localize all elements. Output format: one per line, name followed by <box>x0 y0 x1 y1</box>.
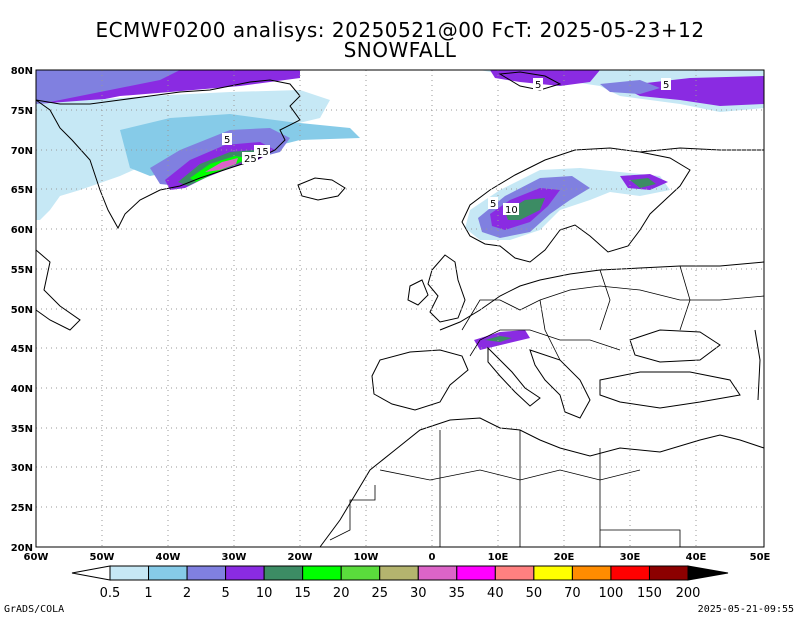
lon-label: 30W <box>222 552 247 563</box>
colorbar-swatch <box>187 566 226 580</box>
lat-label: 30N <box>11 463 33 474</box>
lon-label: 30E <box>620 552 641 563</box>
colorbar-swatch <box>226 566 265 580</box>
contour-label: 5 <box>535 80 541 91</box>
lon-label: 10E <box>488 552 509 563</box>
colorbar-swatch <box>611 566 650 580</box>
colorbar-level-label: 0.5 <box>100 586 121 601</box>
lon-label: 20W <box>288 552 313 563</box>
colorbar-level-label: 25 <box>371 586 388 601</box>
contour-label: 5 <box>663 80 669 91</box>
lat-label: 35N <box>11 424 33 435</box>
colorbar-swatch <box>457 566 496 580</box>
colorbar-swatch <box>341 566 380 580</box>
colorbar-swatch <box>264 566 303 580</box>
colorbar-swatch <box>149 566 188 580</box>
lat-label: 50N <box>11 305 33 316</box>
lat-label: 25N <box>11 503 33 514</box>
lat-label: 45N <box>11 344 33 355</box>
contour-label: 10 <box>505 205 518 216</box>
colorbar-high-arrow <box>688 566 728 580</box>
colorbar-swatch <box>649 566 688 580</box>
colorbar-level-label: 50 <box>526 586 543 601</box>
lon-label: 50E <box>750 552 771 563</box>
colorbar-level-label: 2 <box>183 586 191 601</box>
colorbar-level-label: 1 <box>144 586 152 601</box>
contour-label: 5 <box>490 199 496 210</box>
lat-label: 80N <box>11 66 33 77</box>
colorbar-level-label: 10 <box>256 586 273 601</box>
colorbar-level-label: 70 <box>564 586 581 601</box>
colorbar-swatch <box>534 566 573 580</box>
lon-label: 40E <box>686 552 707 563</box>
lon-label: 20E <box>554 552 575 563</box>
lon-label: 10W <box>354 552 379 563</box>
colorbar-swatch <box>418 566 457 580</box>
contour-label: 5 <box>224 135 230 146</box>
footer-timestamp: 2025-05-21-09:55 <box>698 604 794 615</box>
colorbar-swatch <box>495 566 534 580</box>
lat-labels: 80N 75N 70N 65N 60N 55N 50N 45N 40N 35N … <box>11 66 33 554</box>
colorbar: 0.5 1 2 5 10 15 20 25 30 35 40 50 70 100 150 200 <box>72 566 728 601</box>
lat-label: 40N <box>11 384 33 395</box>
colorbar-level-label: 40 <box>487 586 504 601</box>
lon-label: 50W <box>90 552 115 563</box>
colorbar-level-label: 15 <box>294 586 311 601</box>
colorbar-level-label: 100 <box>599 586 624 601</box>
lon-labels: 60W 50W 40W 30W 20W 10W 0 10E 20E 30E 40… <box>24 552 771 563</box>
colorbar-level-label: 30 <box>410 586 427 601</box>
lat-label: 75N <box>11 106 33 117</box>
lat-label: 60N <box>11 225 33 236</box>
colorbar-level-label: 5 <box>221 586 229 601</box>
colorbar-level-label: 200 <box>676 586 701 601</box>
colorbar-level-label: 150 <box>637 586 662 601</box>
lon-label: 60W <box>24 552 49 563</box>
colorbar-level-label: 35 <box>449 586 466 601</box>
lon-label: 40W <box>156 552 181 563</box>
colorbar-level-label: 20 <box>333 586 350 601</box>
colorbar-swatch <box>572 566 611 580</box>
contour-label: 25 <box>244 154 257 165</box>
lat-label: 55N <box>11 265 33 276</box>
colorbar-swatch <box>303 566 342 580</box>
lat-label: 70N <box>11 146 33 157</box>
footer-software: GrADS/COLA <box>4 604 64 615</box>
lon-label: 0 <box>429 552 436 563</box>
colorbar-swatch <box>110 566 149 580</box>
colorbar-swatch <box>380 566 419 580</box>
colorbar-low-arrow <box>72 566 110 580</box>
lat-label: 65N <box>11 185 33 196</box>
